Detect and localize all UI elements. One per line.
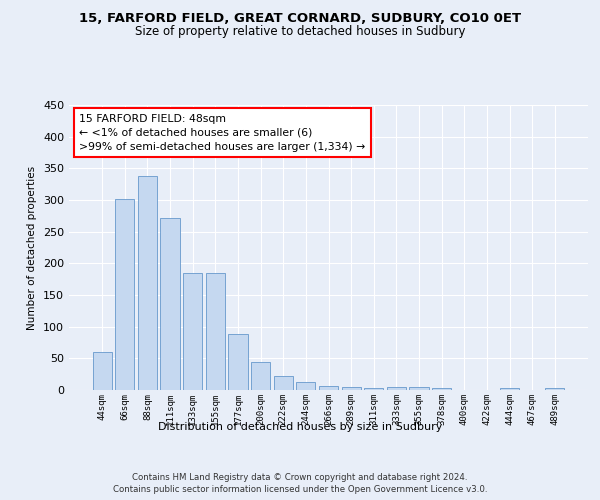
Text: Distribution of detached houses by size in Sudbury: Distribution of detached houses by size … xyxy=(158,422,442,432)
Bar xyxy=(387,388,406,390)
Bar xyxy=(138,176,157,390)
Bar xyxy=(251,362,270,390)
Bar xyxy=(319,386,338,390)
Bar xyxy=(296,382,316,390)
Bar xyxy=(409,388,428,390)
Text: Size of property relative to detached houses in Sudbury: Size of property relative to detached ho… xyxy=(135,25,465,38)
Bar xyxy=(92,352,112,390)
Text: Contains HM Land Registry data © Crown copyright and database right 2024.: Contains HM Land Registry data © Crown c… xyxy=(132,472,468,482)
Bar xyxy=(274,376,293,390)
Bar xyxy=(115,200,134,390)
Text: 15 FARFORD FIELD: 48sqm
← <1% of detached houses are smaller (6)
>99% of semi-de: 15 FARFORD FIELD: 48sqm ← <1% of detache… xyxy=(79,114,365,152)
Bar xyxy=(432,388,451,390)
Bar xyxy=(545,388,565,390)
Bar xyxy=(160,218,180,390)
Text: Contains public sector information licensed under the Open Government Licence v3: Contains public sector information licen… xyxy=(113,485,487,494)
Y-axis label: Number of detached properties: Number of detached properties xyxy=(28,166,37,330)
Bar xyxy=(206,273,225,390)
Bar xyxy=(183,273,202,390)
Text: 15, FARFORD FIELD, GREAT CORNARD, SUDBURY, CO10 0ET: 15, FARFORD FIELD, GREAT CORNARD, SUDBUR… xyxy=(79,12,521,26)
Bar xyxy=(364,388,383,390)
Bar xyxy=(341,387,361,390)
Bar xyxy=(500,388,519,390)
Bar xyxy=(229,334,248,390)
